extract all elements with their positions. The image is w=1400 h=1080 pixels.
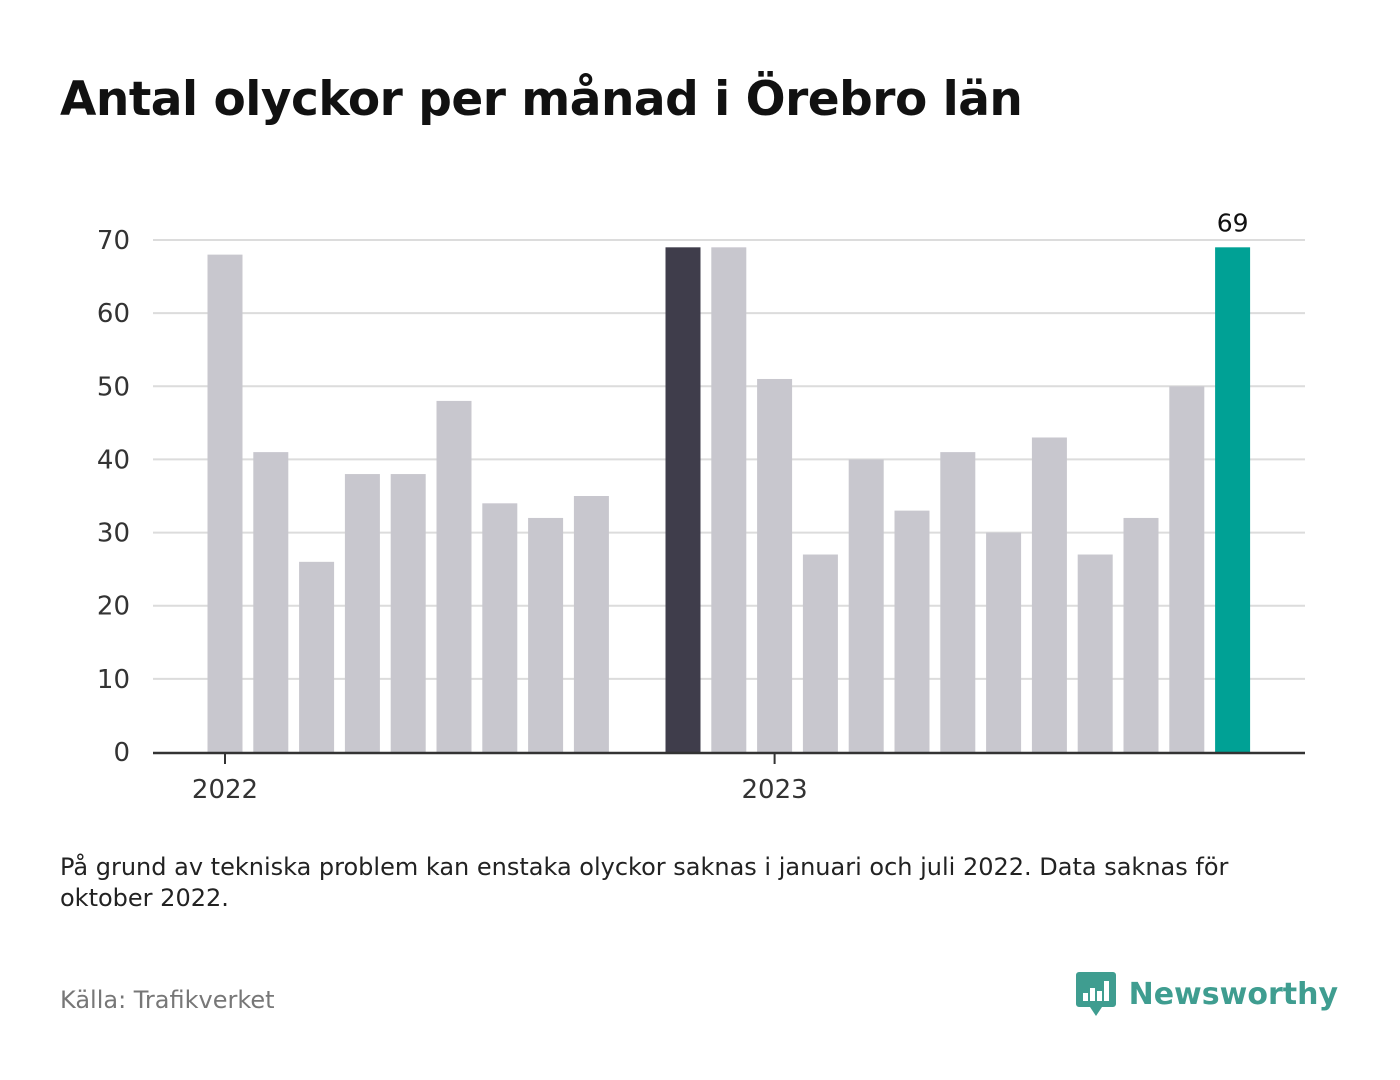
bar (207, 254, 243, 752)
y-tick-label: 20 (97, 592, 130, 622)
source-label: Källa: Trafikverket (60, 986, 275, 1014)
bar (528, 517, 564, 752)
y-axis-ticks: 0 10 20 30 40 50 60 70 (97, 226, 130, 768)
bar (848, 459, 884, 752)
bar (986, 532, 1022, 752)
bars (207, 247, 1251, 753)
bar-chart: 0 10 20 30 40 50 60 70 69 2022 2023 (97, 208, 1305, 805)
x-axis: 2022 2023 (153, 751, 1305, 805)
bar (665, 247, 701, 753)
bar (1215, 247, 1251, 753)
bar (1123, 517, 1159, 752)
y-tick-label: 0 (113, 738, 130, 768)
x-tick-label: 2023 (742, 775, 808, 805)
data-label: 69 (1217, 208, 1249, 237)
bar (436, 400, 472, 752)
bar (344, 474, 380, 752)
bar (253, 452, 289, 752)
y-tick-label: 30 (97, 519, 130, 549)
bar (1169, 386, 1205, 752)
x-tick-label: 2022 (192, 775, 258, 805)
y-tick-label: 70 (97, 226, 130, 256)
bar (711, 247, 747, 753)
bar (573, 496, 609, 752)
chart-title: Antal olyckor per månad i Örebro län (60, 72, 1023, 127)
bar (482, 503, 518, 752)
data-labels: 69 (1217, 208, 1249, 237)
bar (802, 554, 838, 752)
y-tick-label: 40 (97, 445, 130, 475)
bar (299, 561, 335, 752)
y-tick-label: 10 (97, 665, 130, 695)
bar (390, 474, 426, 752)
bar (1031, 437, 1067, 752)
footnote: På grund av tekniska problem kan enstaka… (60, 853, 1229, 912)
bar (894, 510, 930, 752)
brand-name: Newsworthy (1128, 976, 1338, 1012)
y-tick-label: 50 (97, 372, 130, 402)
bar (1077, 554, 1113, 752)
bar (940, 452, 976, 752)
brand-logo: Newsworthy (1075, 970, 1338, 1018)
y-tick-label: 60 (97, 299, 130, 329)
bar-chart-speech-bubble-icon (1075, 972, 1116, 1016)
bar (757, 378, 793, 752)
